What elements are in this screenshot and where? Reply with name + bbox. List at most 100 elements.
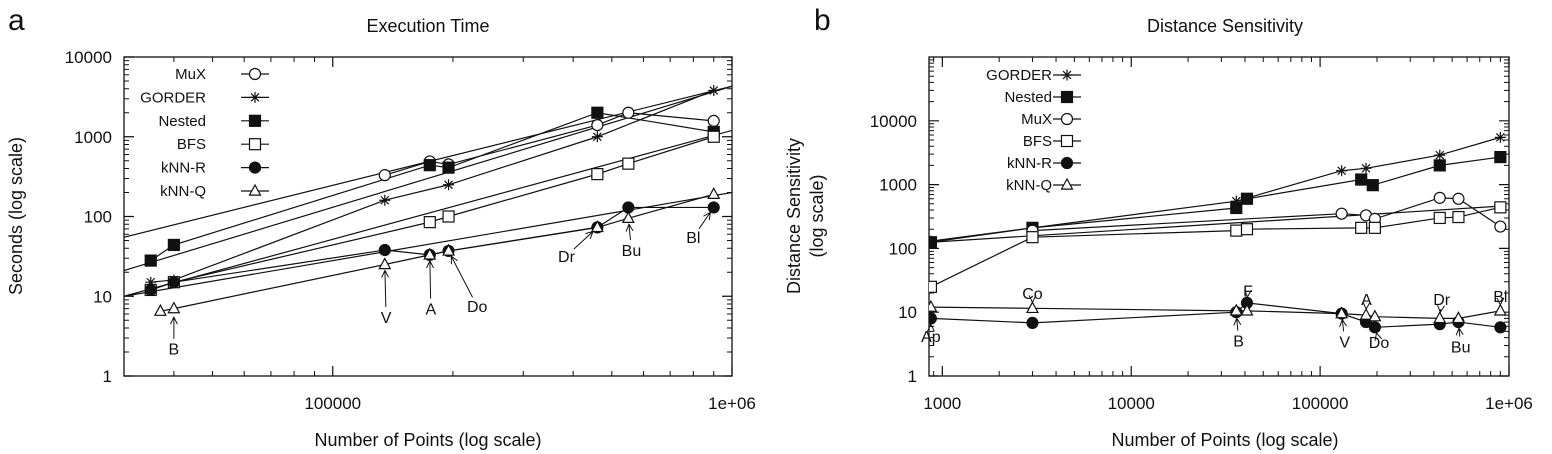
data-point-bfs: [1355, 221, 1368, 234]
series-line-knn-q: [160, 193, 714, 312]
data-point-knn-q: [423, 247, 437, 260]
annotation-arrow: [625, 223, 634, 241]
annotation-arrow: [1028, 295, 1037, 304]
annotation-label: Do: [1369, 335, 1390, 352]
y-tick-label: 10000: [65, 48, 112, 67]
x-tick-label: 100000: [1292, 394, 1349, 413]
chart-title: Execution Time: [366, 16, 489, 36]
data-point-knn-q: [1025, 301, 1039, 314]
panel-label: b: [814, 4, 831, 37]
annotation-arrow: [169, 316, 178, 339]
series-line-knn-q: [930, 306, 1501, 319]
data-point-knn-r: [1368, 321, 1381, 334]
data-point-mux: [1452, 192, 1465, 205]
legend-marker-gorder: [249, 91, 261, 103]
legend-marker-bfs: [1060, 134, 1074, 148]
legend-marker-mux: [248, 67, 262, 81]
series-line-knn-r: [930, 302, 1501, 328]
data-point-nested: [423, 159, 436, 172]
series-line-mux: [1032, 197, 1501, 232]
annotation-arrow: [573, 230, 594, 250]
data-point-nested: [929, 236, 938, 249]
data-point-nested: [144, 254, 157, 267]
data-point-bfs: [929, 280, 938, 293]
data-point-knn-q: [1240, 303, 1254, 316]
data-point-knn-r: [144, 283, 157, 297]
data-point-bfs: [591, 168, 604, 181]
data-point-knn-q: [1335, 306, 1349, 319]
data-point-knn-q: [442, 243, 456, 256]
chart-panel-a: a Execution Time Number of Points (log sca…: [6, 4, 756, 450]
data-point-bfs: [1433, 211, 1446, 225]
x-tick-label: 1000: [923, 394, 961, 413]
y-tick-label: 1: [908, 367, 917, 386]
legend-marker-knn-r: [248, 161, 262, 174]
data-point-bfs: [1026, 231, 1039, 244]
data-point-knn-q: [590, 220, 604, 233]
annotation-arrow: [1496, 297, 1505, 306]
data-point-gorder: [443, 179, 455, 191]
annotation-label: Bl: [686, 230, 700, 247]
data-point-bfs: [1240, 223, 1254, 236]
x-axis-label: Number of Points (log scale): [1111, 430, 1338, 450]
data-point-knn-r: [167, 276, 180, 289]
trend-line: [124, 129, 732, 297]
data-point-gorder: [379, 194, 391, 206]
data-point-mux: [1433, 191, 1446, 204]
annotation-label: V: [1339, 334, 1350, 351]
legend-marker-knn-q: [248, 183, 262, 196]
plot-frame: [928, 56, 1510, 377]
legend-marker-knn-q: [1060, 177, 1074, 190]
data-point-knn-q: [153, 303, 167, 316]
data-point-knn-q: [707, 187, 721, 199]
x-tick-label: 100000: [304, 394, 361, 413]
panel-label: a: [8, 4, 25, 37]
data-point-bfs: [1368, 221, 1381, 234]
data-point-knn-q: [1451, 311, 1465, 324]
data-point-knn-r: [378, 243, 391, 257]
x-tick-label: 10000: [1108, 394, 1155, 413]
x-axis-label: Number of Points (log scale): [314, 430, 541, 450]
data-point-nested: [442, 161, 455, 174]
legend-label-nested: Nested: [158, 113, 206, 130]
annotation-arrow: [698, 211, 711, 230]
data-point-gorder: [1494, 131, 1506, 143]
legend-label-mux: MuX: [1021, 111, 1052, 128]
chart-title: Distance Sensitivity: [1147, 16, 1303, 36]
data-point-bfs: [442, 210, 455, 223]
legend-label-gorder: GORDER: [986, 67, 1052, 84]
legend-label-knn-r: kNN-R: [161, 160, 206, 177]
data-point-mux: [622, 106, 635, 119]
annotation-arrow: [381, 269, 390, 307]
data-point-nested: [167, 238, 180, 252]
data-point-bfs: [622, 157, 635, 170]
data-point-knn-q: [1359, 307, 1373, 320]
annotation-arrow: [926, 323, 935, 332]
legend: MuX GORDER Nested BFS kNN-R kNN-Q: [140, 66, 269, 200]
annotation-label: Dr: [1433, 292, 1451, 309]
annotation-label: A: [425, 302, 436, 319]
annotation-arrow: [1244, 289, 1252, 301]
annotation-label: Bu: [622, 243, 642, 260]
legend-label-mux: MuX: [175, 66, 206, 83]
y-tick-label: 10: [898, 303, 917, 322]
annotation-arrow: [1455, 326, 1464, 337]
series-line-gorder: [930, 136, 1501, 242]
legend-marker-nested: [248, 114, 262, 127]
series-line-mux: [384, 112, 714, 176]
legend-label-bfs: BFS: [1023, 133, 1052, 150]
legend-label-knn-r: kNN-R: [1007, 155, 1052, 172]
data-point-knn-r: [707, 201, 720, 214]
annotation-label: Bu: [1451, 339, 1471, 356]
data-point-bfs: [1230, 224, 1243, 237]
legend-label-knn-q: kNN-Q: [1006, 177, 1052, 194]
data-point-mux: [591, 118, 604, 132]
data-point-gorder: [145, 276, 157, 288]
data-point-knn-q: [1433, 311, 1447, 324]
annotation-label: Ap: [921, 329, 941, 346]
data-point-nested: [1494, 150, 1507, 164]
data-point-bfs: [707, 130, 720, 143]
annotation-label: V: [381, 310, 392, 327]
legend-marker-nested: [1060, 90, 1074, 104]
